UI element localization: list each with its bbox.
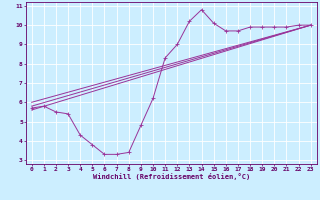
- X-axis label: Windchill (Refroidissement éolien,°C): Windchill (Refroidissement éolien,°C): [92, 173, 250, 180]
